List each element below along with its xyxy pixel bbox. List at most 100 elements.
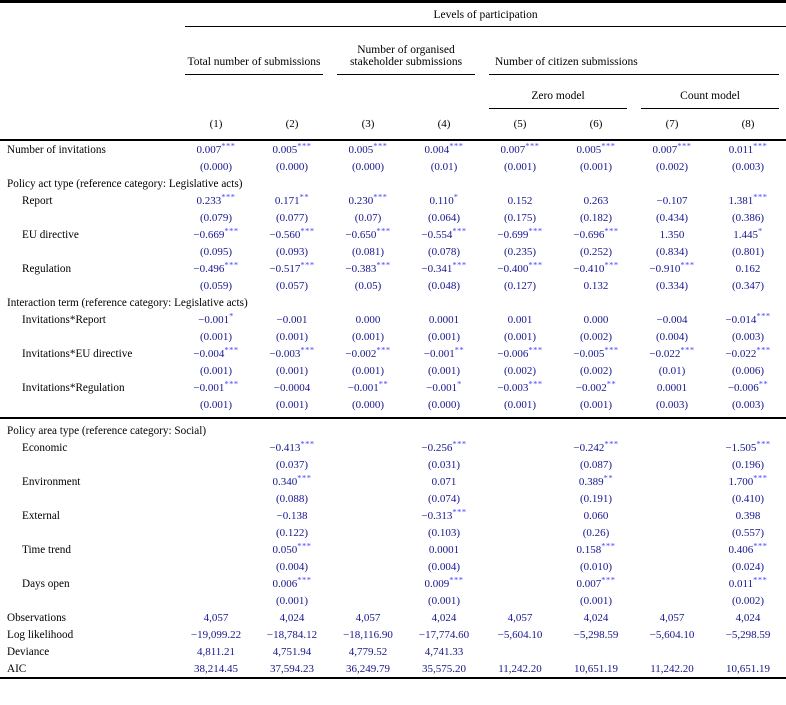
horizontal-rule [0,416,786,422]
se-cell: (0.235) [503,245,537,258]
significance-stars: *** [452,258,467,269]
significance-stars: *** [224,377,239,388]
coefficient-row: EU directive −0.669*** −0.560*** −0.650*** −… [0,226,786,243]
significance-stars: *** [525,139,540,150]
se-cell [330,490,406,507]
se-cell: (0.002) [503,364,537,377]
se-cell [634,490,710,507]
coefficient-value: −0.005 [573,347,605,360]
se-cell: (0.386) [732,211,765,224]
standard-error-row: (0.000) (0.000) (0.000) (0.01) (0.001) (0.001… [0,158,786,175]
se-cell: (0.05) [354,279,382,292]
coefficient-value: −0.383 [345,262,377,275]
value-cell [482,643,558,660]
value-cell: −0.410*** [558,260,634,277]
value-cell: 0.007*** [178,140,254,158]
se-cell [482,490,558,507]
header-spacer [0,109,178,140]
se-cell: (0.252) [579,245,613,258]
significance-stars: *** [601,573,616,584]
value-cell: −0.313*** [406,507,482,524]
value-cell [330,541,406,558]
section-label: Interaction term (reference category: Le… [7,296,248,309]
coefficient-value: −0.006 [727,381,759,394]
se-cell: (0.004) [655,330,689,343]
coefficient-value: 0.162 [735,262,761,275]
header-spacer [0,27,178,75]
se-cell: (0.001) [275,594,309,607]
value-cell: −1.505*** [710,439,786,456]
significance-stars: ** [378,377,389,388]
significance-stars: *** [604,224,619,235]
se-cell: (0.001) [579,160,613,173]
value-cell: 0.171** [254,192,330,209]
significance-stars: *** [449,573,464,584]
value-cell: 0.007*** [482,140,558,158]
significance-stars: *** [756,343,771,354]
value-cell [330,439,406,456]
se-cell [178,558,254,575]
coefficient-value: 0.0001 [656,381,688,394]
se-cell [634,524,710,541]
significance-stars: *** [604,343,619,354]
value-cell: 0.001 [482,311,558,328]
coefficient-value: −0.107 [656,194,688,207]
coefficient-value: 1.445 [733,228,759,241]
se-cell: (0.031) [427,458,461,471]
value-cell: −0.517*** [254,260,330,277]
value-cell: 4,057 [659,611,685,624]
value-cell: −0.400*** [482,260,558,277]
value-cell [330,507,406,524]
value-cell: 4,779.52 [348,645,388,658]
coefficient-value: 1.381 [728,194,754,207]
section-header-row: Interaction term (reference category: Le… [0,294,786,311]
se-cell: 0.132 [583,279,609,292]
value-cell [482,541,558,558]
se-cell: (0.334) [655,279,689,292]
column-number-4: (4) [437,118,451,130]
significance-stars: * [457,377,462,388]
se-cell: (0.127) [503,279,537,292]
value-cell: −0.0004 [254,379,330,396]
significance-stars: *** [601,539,616,550]
coefficient-value: −0.699 [497,228,529,241]
value-cell: −0.650*** [330,226,406,243]
header-row-submodels: Zero model Count model [0,75,786,109]
se-cell [482,558,558,575]
row-label: External [22,509,60,522]
se-cell: (0.002) [732,594,765,607]
se-cell: (0.081) [351,245,385,258]
section-divider-rule [0,413,786,422]
value-cell: 0.004*** [406,140,482,158]
se-cell: (0.087) [579,458,613,471]
row-label [0,396,178,413]
se-cell: (0.001) [579,398,613,411]
coefficient-value: −0.001 [198,313,230,326]
coefficient-value: −0.313 [421,509,453,522]
se-cell: (0.093) [275,245,309,258]
coefficient-value: −0.669 [193,228,225,241]
se-cell: (0.002) [579,364,613,377]
row-label [0,558,178,575]
significance-stars: *** [756,437,771,448]
value-cell [178,541,254,558]
section-header-row: Policy area type (reference category: So… [0,422,786,439]
value-cell: −0.003*** [482,379,558,396]
value-cell: −0.669*** [178,226,254,243]
coefficient-value: −0.022 [649,347,681,360]
row-label [0,243,178,260]
coefficient-value: −0.910 [649,262,681,275]
value-cell: −17,774.60 [418,628,470,641]
standard-error-row: (0.037) (0.031) (0.087) (0.196) [0,456,786,473]
se-cell: (0.801) [732,245,765,258]
coefficient-row: Time trend 0.050*** 0.0001 0.158*** 0.406*** [0,541,786,558]
value-cell: −0.554*** [406,226,482,243]
se-cell: (0.001) [427,594,461,607]
significance-stars: *** [300,258,315,269]
se-cell [178,592,254,609]
value-cell: 0.000 [558,311,634,328]
significance-stars: *** [224,343,239,354]
row-label: Number of invitations [7,143,106,156]
se-cell: (0.024) [732,560,765,573]
row-label: EU directive [22,228,79,241]
